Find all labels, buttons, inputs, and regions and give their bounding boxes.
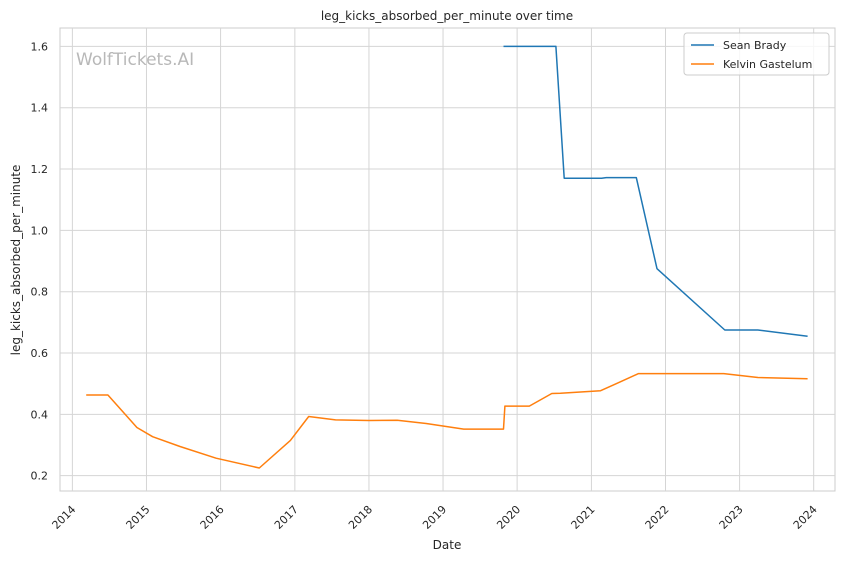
chart-title: leg_kicks_absorbed_per_minute over time bbox=[321, 9, 573, 23]
series-line-sean-brady bbox=[503, 45, 808, 337]
x-axis-label: Date bbox=[433, 538, 462, 552]
x-tick-label: 2020 bbox=[494, 503, 523, 532]
x-tick-label: 2019 bbox=[420, 503, 449, 532]
y-tick-label: 0.6 bbox=[31, 347, 49, 360]
x-tick-label: 2018 bbox=[346, 503, 375, 532]
y-tick-label: 0.2 bbox=[31, 470, 49, 483]
series-lines bbox=[86, 45, 808, 469]
x-tick-label: 2024 bbox=[791, 503, 820, 532]
y-tick-label: 1.4 bbox=[31, 102, 49, 115]
legend: Sean Brady Kelvin Gastelum bbox=[683, 32, 830, 76]
x-tick-label: 2021 bbox=[569, 503, 598, 532]
y-tick-label: 1.0 bbox=[31, 224, 49, 237]
y-tick-label: 1.2 bbox=[31, 163, 49, 176]
grid bbox=[60, 28, 835, 491]
x-tick-label: 2016 bbox=[198, 503, 227, 532]
x-tick-label: 2022 bbox=[643, 503, 672, 532]
x-tick-label: 2015 bbox=[124, 503, 153, 532]
watermark: WolfTickets.AI bbox=[76, 50, 194, 70]
y-tick-label: 0.4 bbox=[31, 408, 49, 421]
legend-box bbox=[683, 32, 830, 76]
y-tick-label: 1.6 bbox=[31, 40, 49, 53]
plot-area bbox=[59, 27, 836, 492]
series-line-kelvin-gastelum bbox=[86, 372, 808, 469]
x-tick-label: 2023 bbox=[717, 503, 746, 532]
y-tick-label: 0.8 bbox=[31, 286, 49, 299]
legend-label-kelvin-gastelum: Kelvin Gastelum bbox=[723, 58, 812, 71]
y-axis-label: leg_kicks_absorbed_per_minute bbox=[9, 165, 23, 356]
x-tick-label: 2014 bbox=[50, 503, 79, 532]
x-tick-label: 2017 bbox=[272, 503, 301, 532]
legend-label-sean-brady: Sean Brady bbox=[723, 39, 787, 52]
